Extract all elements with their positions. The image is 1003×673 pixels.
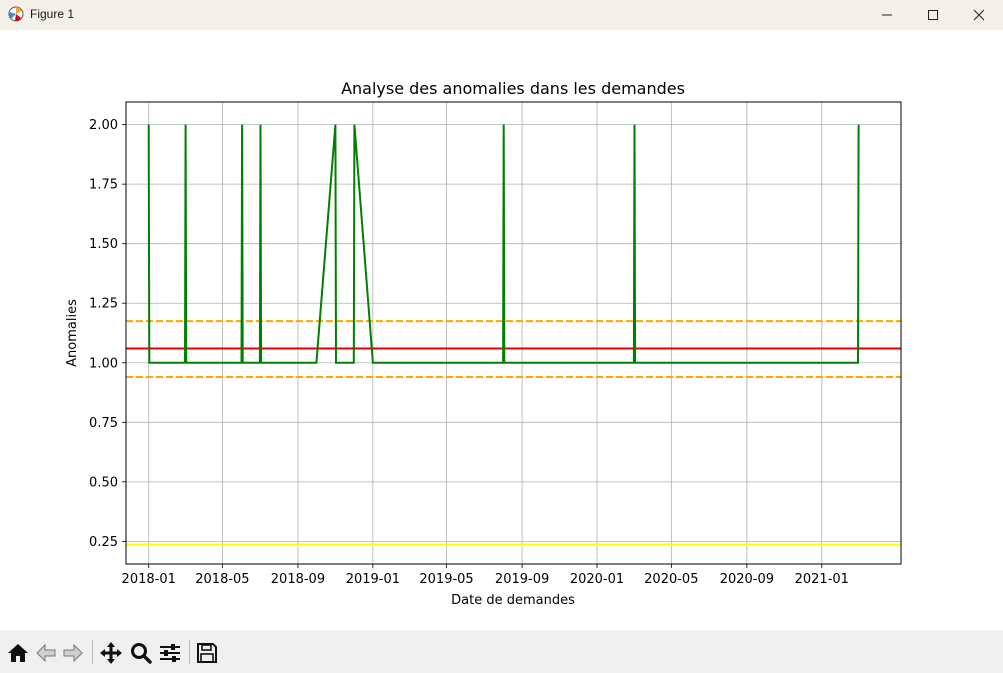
save-icon: [197, 643, 217, 663]
zoom-icon: [131, 643, 152, 664]
y-tick-label: 0.50: [89, 475, 118, 490]
window-title: Figure 1: [30, 7, 75, 21]
x-tick-label: 2021-01: [795, 572, 849, 587]
maximize-button[interactable]: [910, 0, 956, 30]
y-tick-label: 1.25: [89, 297, 118, 312]
forward-button[interactable]: [60, 640, 86, 666]
series-lines: [147, 124, 860, 364]
configure-button[interactable]: [157, 640, 183, 666]
home-icon: [8, 644, 28, 662]
anomaly-series-line: [147, 124, 860, 364]
chart-title: Analyse des anomalies dans les demandes: [341, 79, 685, 98]
y-tick-label: 1.50: [89, 237, 118, 252]
x-tick-label: 2020-05: [644, 572, 698, 587]
grid-lines: [126, 102, 901, 564]
matplotlib-app-icon: [8, 6, 24, 22]
zoom-button[interactable]: [128, 640, 154, 666]
x-tick-label: 2018-01: [122, 572, 176, 587]
close-button[interactable]: [956, 0, 1002, 30]
x-tick-label: 2020-09: [720, 572, 774, 587]
save-button[interactable]: [194, 640, 220, 666]
reference-lines: [126, 320, 901, 546]
y-tick-label: 2.00: [89, 118, 118, 133]
plot-frame: [125, 101, 902, 565]
maximize-icon: [928, 10, 938, 20]
x-tick-label: 2018-09: [271, 572, 325, 587]
window-titlebar: Figure 1: [0, 0, 1003, 30]
x-tick-label: 2019-09: [495, 572, 549, 587]
x-tick-label: 2019-05: [419, 572, 473, 587]
toolbar-separator: [92, 640, 93, 664]
x-axis-label: Date de demandes: [451, 593, 575, 608]
y-tick-label: 1.75: [89, 178, 118, 193]
back-icon: [36, 643, 56, 663]
minimize-button[interactable]: [864, 0, 910, 30]
back-button[interactable]: [33, 640, 59, 666]
x-tick-label: 2019-01: [346, 572, 400, 587]
y-tick-label: 1.00: [89, 356, 118, 371]
y-tick-label: 0.75: [89, 416, 118, 431]
axis-ticks: 2018-01 2018-05 2018-09 2019-01 2019-05 2019-…: [89, 118, 849, 587]
y-tick-label: 0.25: [89, 535, 118, 550]
close-icon: [973, 9, 985, 21]
pan-icon: [100, 642, 122, 664]
home-button[interactable]: [5, 640, 31, 666]
navigation-toolbar: [0, 630, 1003, 673]
y-axis-label: Anomalies: [65, 299, 80, 367]
pan-button[interactable]: [98, 640, 124, 666]
x-tick-label: 2018-05: [195, 572, 249, 587]
x-tick-label: 2020-01: [570, 572, 624, 587]
anomaly-chart: Analyse des anomalies dans les demandes …: [65, 79, 902, 608]
minimize-icon: [882, 14, 892, 16]
toolbar-separator: [189, 640, 190, 664]
figure-canvas: Analyse des anomalies dans les demandes …: [0, 30, 1003, 630]
configure-icon: [160, 644, 180, 662]
forward-icon: [63, 643, 83, 663]
